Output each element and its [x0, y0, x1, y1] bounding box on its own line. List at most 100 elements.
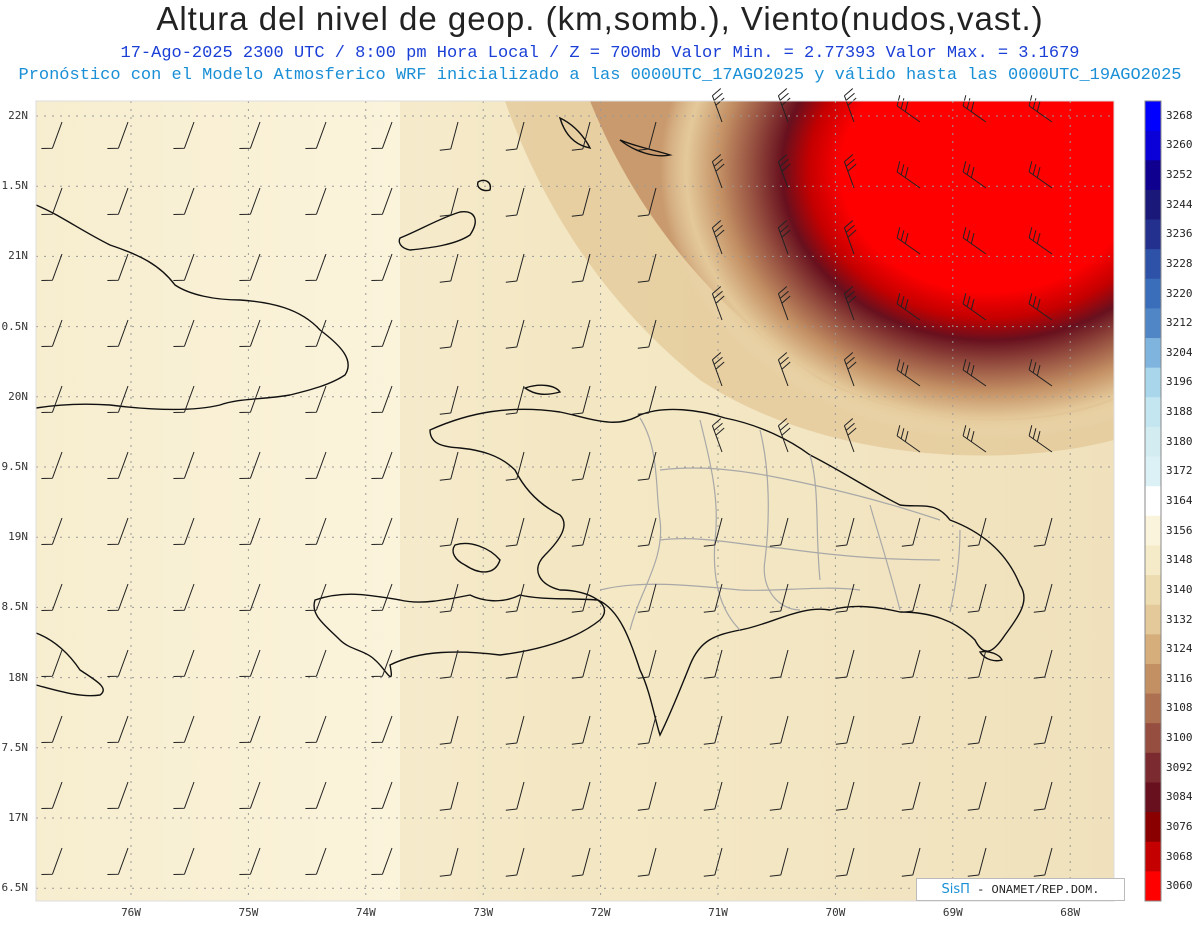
colorbar-swatch [1145, 426, 1161, 458]
wind-barb [1028, 293, 1053, 321]
wind-barb [1028, 425, 1053, 453]
wind-barb [305, 319, 327, 347]
little-inagua [476, 179, 492, 192]
wind-barb [1028, 359, 1053, 387]
jamaica-coast [35, 632, 104, 697]
colorbar-label: 3196 [1166, 375, 1193, 389]
wind-barb [703, 517, 723, 547]
lon-label: 74W [355, 906, 376, 919]
wind-barb [305, 187, 327, 215]
wind-barb [505, 451, 525, 481]
wind-barb [239, 847, 261, 875]
lat-label: 20N [8, 389, 28, 403]
wind-barb [439, 385, 459, 415]
wind-barb [439, 253, 459, 283]
wind-barb [637, 649, 657, 679]
colorbar-swatch [1145, 278, 1161, 309]
wind-barb [505, 121, 525, 151]
wind-barb [173, 253, 195, 281]
lon-label: 76W [121, 906, 141, 919]
wind-barb [173, 121, 195, 149]
wind-barb [703, 715, 723, 745]
wind-barb [703, 781, 723, 811]
wind-barb [637, 385, 657, 415]
wind-barb [107, 385, 129, 413]
map-frame [35, 100, 1115, 902]
wind-barb [896, 425, 921, 453]
wind-barb [439, 121, 459, 151]
colorbar-label: 3068 [1166, 849, 1193, 863]
wind-barb [967, 781, 987, 811]
cuba-coast [35, 204, 349, 411]
wind-barb [901, 847, 921, 877]
colorbar-label: 3252 [1166, 168, 1193, 182]
wind-barb [769, 649, 789, 679]
lon-label: 71W [708, 906, 728, 919]
colorbar-swatch [1145, 575, 1161, 606]
lon-label: 72W [590, 906, 611, 919]
gonave-island [452, 542, 501, 573]
wind-barb [107, 451, 129, 479]
colorbar-label: 3204 [1166, 345, 1193, 359]
wind-barb [505, 385, 525, 415]
wind-barb [711, 88, 725, 123]
wind-barb [769, 715, 789, 745]
wind-barb [41, 781, 63, 809]
wind-barb [107, 583, 129, 611]
colorbar-swatch [1145, 160, 1161, 191]
wind-barb [173, 451, 195, 479]
wind-barb [843, 88, 857, 123]
wind-barb [305, 583, 327, 611]
colorbar-swatch [1145, 101, 1161, 132]
lat-label: 9.5N [1, 460, 29, 473]
wind-barb [41, 847, 63, 875]
wind-barb [371, 253, 393, 281]
colorbar-swatch [1145, 130, 1161, 161]
wind-barb [107, 517, 129, 545]
wind-barb [505, 319, 525, 349]
wind-barb [1033, 715, 1053, 745]
wind-barb [901, 649, 921, 679]
colorbar-swatch [1145, 456, 1161, 487]
wind-barb [571, 847, 591, 877]
wind-barb [571, 517, 591, 547]
wind-barb [305, 649, 327, 677]
wind-barb [962, 425, 987, 453]
colorbar-label: 3236 [1166, 227, 1193, 241]
wind-barb [239, 385, 261, 413]
lat-label: 0.5N [1, 319, 29, 333]
wind-barb [239, 781, 261, 809]
lat-label: 17N [8, 811, 28, 824]
wind-barb [769, 517, 789, 547]
lon-label: 68W [1060, 906, 1081, 919]
lat-label: 18N [8, 670, 28, 684]
great-inagua [398, 211, 476, 251]
wind-barb [637, 715, 657, 745]
saona-island [978, 650, 1003, 662]
wind-barb [571, 781, 591, 811]
wind-barb [896, 359, 921, 387]
colorbar-swatch [1145, 693, 1161, 724]
colorbar-label: 3100 [1166, 731, 1193, 745]
wind-barb [835, 715, 855, 745]
lon-label: 75W [238, 906, 259, 919]
wind-barb [107, 121, 129, 149]
wind-barb [571, 583, 591, 613]
wind-barb [305, 847, 327, 875]
coastlines [35, 116, 1025, 737]
wind-barb [571, 121, 591, 151]
wind-barb [371, 781, 393, 809]
colorbar-label: 3108 [1166, 701, 1193, 715]
colorbar-label: 3228 [1166, 256, 1193, 270]
wind-barb [505, 187, 525, 217]
caicos-islands [558, 116, 673, 157]
wind-barb [835, 517, 855, 547]
colorbar-label: 3140 [1166, 582, 1193, 596]
credit-box: SisΠ - ONAMET/REP.DOM. [916, 878, 1125, 901]
wind-barb [41, 517, 63, 545]
colorbar-label: 3132 [1166, 612, 1193, 626]
colorbar-swatch [1145, 397, 1161, 428]
colorbar-label: 3164 [1166, 494, 1193, 507]
tortuga-island [523, 384, 562, 396]
wind-barb [107, 319, 129, 347]
